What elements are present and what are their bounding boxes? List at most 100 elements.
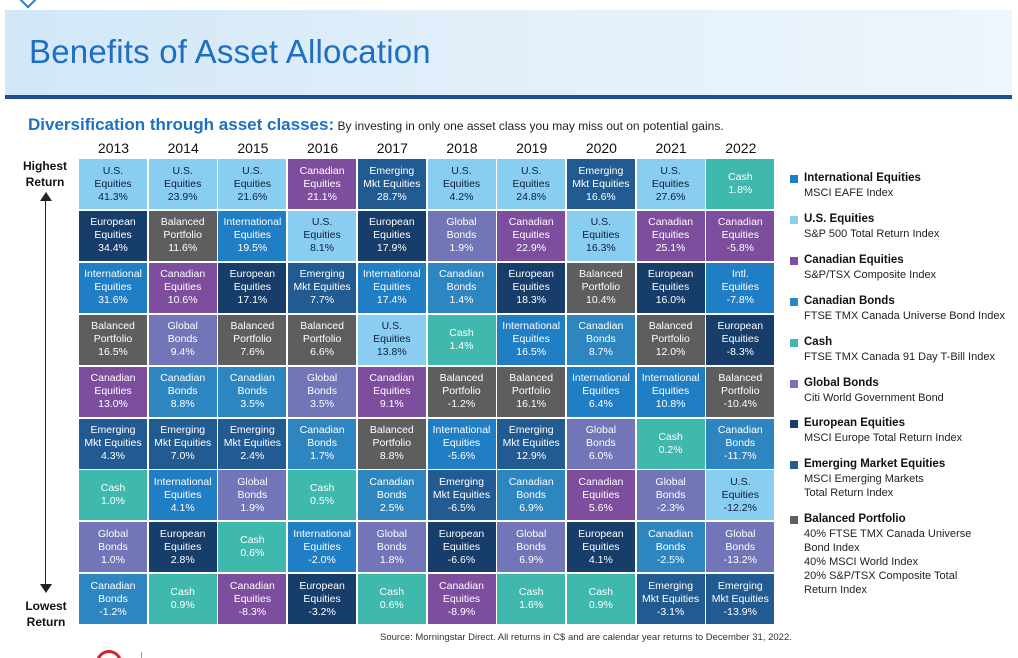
cell-asset-label: Emerging Mkt Equities — [223, 424, 281, 449]
grid-cell: Cash 0.6% — [218, 522, 287, 573]
cell-asset-label: Global Bonds — [725, 527, 756, 553]
cell-asset-label: Intl. Equities — [721, 268, 759, 294]
grid-cell: Canadian Bonds -1.2% — [79, 574, 147, 625]
grid-cell: Canadian Bonds -11.7% — [706, 418, 775, 469]
cell-asset-label: Canadian Bonds — [648, 527, 694, 553]
grid-cell: International Equities 19.5% — [218, 210, 287, 261]
grid-cell: European Equities -8.3% — [706, 314, 775, 365]
grid-cell: International Equities 4.1% — [148, 470, 217, 521]
legend-name: Emerging Market Equities — [804, 458, 946, 470]
grid-cell: European Equities 17.1% — [218, 262, 287, 313]
cell-return-value: 17.9% — [376, 242, 407, 255]
cell-return-value: 0.9% — [170, 599, 195, 612]
cell-return-value: -12.2% — [723, 501, 757, 514]
grid-cell: Emerging Mkt Equities 4.3% — [79, 418, 147, 469]
cell-return-value: 12.9% — [516, 450, 547, 462]
grid-cell: International Equities 31.6% — [79, 262, 147, 313]
cell-asset-label: European Equities — [369, 216, 415, 242]
legend-index: S&P 500 Total Return Index — [804, 228, 940, 240]
cell-return-value: 1.8% — [379, 553, 404, 566]
grid-cell: Canadian Equities 10.6% — [148, 262, 217, 313]
grid-cell: Cash 0.5% — [288, 470, 357, 521]
cell-asset-label: European Equities — [647, 268, 694, 294]
cell-return-value: 1.0% — [101, 495, 125, 508]
grid-cell: U.S. Equities -12.2% — [706, 470, 775, 521]
grid-cell: Global Bonds -13.2% — [706, 522, 775, 573]
legend-index: MSCI Europe Total Return Index — [804, 432, 963, 444]
cell-asset-label: Global Bonds — [376, 527, 407, 553]
cell-return-value: -5.8% — [726, 242, 755, 255]
cell-asset-label: U.S. Equities — [442, 164, 481, 190]
cell-return-value: 10.6% — [167, 294, 198, 307]
cell-return-value: 16.3% — [586, 242, 616, 255]
cell-asset-label: Cash — [240, 534, 265, 547]
cell-asset-label: International Equities — [432, 424, 491, 449]
cell-asset-label: Canadian Equities — [229, 579, 275, 605]
grid-cell: Canadian Equities -8.9% — [427, 574, 496, 625]
cell-asset-label: Canadian Equities — [299, 164, 345, 190]
page-mark — [141, 652, 142, 658]
grid-cell: U.S. Equities 41.3% — [79, 159, 147, 209]
cell-return-value: 4.2% — [449, 190, 474, 203]
grid-cell: Global Bonds 1.9% — [427, 210, 496, 261]
grid-cell: U.S. Equities 13.8% — [357, 314, 426, 365]
grid-cell: Cash 1.6% — [497, 574, 566, 625]
cell-return-value: 7.6% — [240, 346, 265, 359]
legend-swatch — [790, 420, 798, 428]
cell-return-value: -6.5% — [447, 501, 476, 514]
grid-cell: Emerging Mkt Equities -6.5% — [427, 470, 496, 521]
cell-return-value: -7.8% — [726, 294, 755, 307]
cell-return-value: -2.5% — [656, 553, 685, 566]
cell-return-value: 31.6% — [98, 294, 128, 307]
cell-asset-label: Canadian Equities — [439, 579, 484, 605]
cell-return-value: 16.0% — [655, 294, 686, 307]
cell-asset-label: European Equities — [90, 216, 136, 242]
cell-asset-label: European Equities — [578, 527, 624, 553]
cell-return-value: 8.8% — [170, 398, 195, 411]
page-title: Benefits of Asset Allocation — [29, 33, 431, 70]
grid-cell: Canadian Equities 22.9% — [497, 210, 566, 261]
cell-return-value: 16.1% — [516, 398, 547, 411]
cell-return-value: 13.0% — [98, 398, 128, 411]
cell-return-value: 24.8% — [516, 190, 547, 203]
cell-return-value: 2.8% — [170, 553, 195, 566]
grid-cell: Canadian Bonds -2.5% — [636, 522, 705, 573]
grid-cell: Cash 0.2% — [636, 418, 705, 469]
grid-cell: Emerging Mkt Equities -13.9% — [706, 574, 775, 625]
cell-asset-label: Balanced Portfolio — [369, 424, 414, 449]
grid-cell: Canadian Bonds 2.5% — [357, 470, 426, 521]
cell-return-value: 6.9% — [519, 501, 544, 514]
cell-return-value: 16.5% — [98, 346, 128, 359]
cell-asset-label: U.S. Equities — [373, 320, 411, 346]
grid-cell: U.S. Equities 27.6% — [636, 159, 705, 209]
cell-asset-label: Canadian Equities — [369, 372, 415, 398]
cell-asset-label: European Equities — [299, 579, 345, 605]
cell-return-value: 6.9% — [519, 553, 544, 566]
legend-swatch — [790, 339, 798, 347]
grid-cell: Emerging Mkt Equities 7.0% — [148, 418, 217, 469]
legend-name: Balanced Portfolio — [804, 513, 906, 525]
legend-swatch — [790, 298, 798, 306]
legend-index: Citi World Government Bond — [804, 392, 944, 404]
cell-return-value: 10.8% — [655, 398, 686, 411]
subtitle-description: By investing in only one asset class you… — [334, 119, 724, 133]
cell-asset-label: U.S. Equities — [512, 164, 550, 190]
cell-asset-label: Canadian Equities — [717, 216, 763, 242]
grid-cell: U.S. Equities 24.8% — [497, 159, 566, 209]
cell-asset-label: U.S. Equities — [233, 164, 272, 190]
grid-cell: U.S. Equities 16.3% — [566, 210, 635, 261]
legend-index: FTSE TMX Canada Universe Bond Index — [804, 310, 1005, 322]
legend-name: International Equities — [804, 172, 921, 184]
cell-return-value: 6.0% — [588, 450, 613, 462]
cell-return-value: -1.2% — [99, 605, 127, 618]
cell-return-value: 21.6% — [237, 190, 268, 203]
grid-cell: Emerging Mkt Equities 12.9% — [497, 418, 566, 469]
cell-asset-label: Canadian Equities — [90, 372, 136, 398]
year-label: 2022 — [725, 140, 757, 156]
cell-return-value: 0.2% — [658, 443, 683, 456]
grid-cell: Balanced Portfolio 6.6% — [288, 314, 357, 365]
grid-cell: Canadian Equities -8.3% — [218, 574, 287, 625]
cell-asset-label: Canadian Bonds — [160, 372, 206, 398]
grid-cell: Global Bonds 9.4% — [148, 314, 217, 365]
axis-label-lowest: Lowest Return — [25, 599, 67, 629]
